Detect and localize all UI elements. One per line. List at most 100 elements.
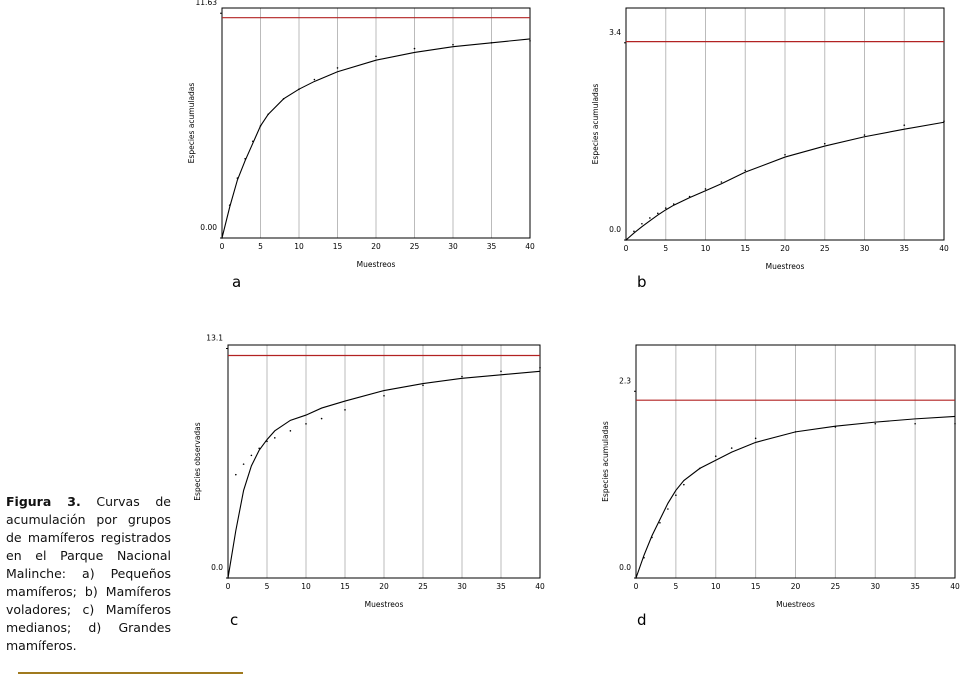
- data-point: [500, 370, 502, 373]
- x-tick-label: 20: [791, 582, 801, 591]
- x-tick-label: 25: [410, 242, 420, 251]
- data-point: [383, 395, 385, 397]
- x-tick-label: 15: [740, 244, 750, 253]
- data-point: [266, 440, 268, 443]
- data-point: [320, 417, 323, 420]
- x-tick-label: 10: [301, 582, 311, 591]
- x-tick-label: 0: [226, 582, 231, 591]
- data-point: [954, 422, 956, 425]
- panel-label: d: [637, 611, 647, 629]
- data-point: [375, 55, 377, 58]
- x-tick-label: 35: [899, 244, 909, 253]
- x-tick-label: 40: [535, 582, 545, 591]
- data-point: [539, 366, 541, 369]
- data-point: [672, 203, 675, 205]
- x-axis-label: Muestreos: [766, 262, 805, 271]
- x-tick-label: 5: [663, 244, 668, 253]
- x-tick-label: 30: [860, 244, 870, 253]
- data-point: [675, 494, 677, 496]
- plot-frame: [221, 7, 531, 239]
- x-axis-label: Muestreos: [776, 600, 815, 609]
- x-tick-label: 0: [634, 582, 639, 591]
- data-point: [714, 455, 717, 458]
- data-point: [659, 521, 661, 524]
- y-tick-label: 3.4: [609, 28, 621, 37]
- data-point: [274, 437, 276, 439]
- fit-curve: [227, 370, 541, 579]
- data-point: [258, 447, 261, 450]
- data-point: [422, 384, 424, 387]
- y-axis-label: Especies acumuladas: [187, 83, 196, 164]
- data-point: [649, 217, 651, 219]
- y-tick-label: 0.0: [211, 563, 223, 572]
- x-tick-label: 35: [496, 582, 506, 591]
- data-point: [244, 157, 246, 160]
- data-point: [227, 577, 229, 579]
- data-point: [635, 577, 637, 579]
- x-tick-label: 20: [379, 582, 389, 591]
- panel-label: b: [637, 273, 647, 291]
- x-tick-label: 10: [711, 582, 721, 591]
- data-point: [305, 423, 307, 425]
- data-point: [730, 447, 733, 449]
- data-point: [235, 473, 237, 476]
- data-point: [252, 140, 254, 143]
- fit-curve: [221, 38, 531, 239]
- x-tick-label: 30: [457, 582, 467, 591]
- plot-frame: [227, 344, 541, 579]
- data-point: [683, 483, 685, 486]
- data-point: [754, 437, 757, 440]
- x-tick-label: 35: [910, 582, 920, 591]
- x-tick-label: 20: [371, 242, 381, 251]
- caption-label: Figura 3.: [6, 494, 81, 509]
- data-point: [688, 195, 691, 198]
- data-point: [834, 426, 837, 428]
- data-point: [452, 43, 454, 46]
- data-point: [250, 454, 253, 457]
- data-point: [313, 78, 316, 81]
- data-point: [259, 125, 262, 127]
- data-point: [282, 98, 285, 100]
- data-point: [298, 88, 300, 90]
- y-tick-label: 13.1: [206, 334, 223, 343]
- data-point: [529, 40, 531, 42]
- data-point: [874, 422, 877, 425]
- x-tick-label: 25: [831, 582, 841, 591]
- x-tick-label: 5: [673, 582, 678, 591]
- x-tick-label: 0: [220, 242, 225, 251]
- x-tick-label: 30: [870, 582, 880, 591]
- data-point: [633, 230, 635, 233]
- data-point: [641, 222, 643, 225]
- data-point: [651, 536, 653, 539]
- data-point: [625, 239, 627, 241]
- x-axis-label: Muestreos: [357, 260, 396, 269]
- x-tick-label: 15: [751, 582, 761, 591]
- x-tick-label: 40: [950, 582, 960, 591]
- x-tick-label: 40: [939, 244, 949, 253]
- data-point: [267, 113, 270, 116]
- x-tick-label: 20: [780, 244, 790, 253]
- x-tick-label: 10: [294, 242, 304, 251]
- data-point: [863, 134, 866, 136]
- x-tick-label: 10: [701, 244, 711, 253]
- x-tick-label: 25: [418, 582, 428, 591]
- data-point: [699, 467, 701, 470]
- data-point: [823, 142, 826, 145]
- data-point: [657, 212, 659, 215]
- data-point: [242, 463, 245, 465]
- y-axis-label: Especies acumuladas: [591, 84, 600, 165]
- data-point: [413, 47, 416, 50]
- y-axis-label: Especies observadas: [193, 422, 202, 500]
- data-point: [704, 188, 707, 190]
- y-tick-label: 11.63: [196, 0, 218, 7]
- data-point: [336, 67, 339, 69]
- x-tick-label: 35: [487, 242, 497, 251]
- data-point: [289, 430, 292, 432]
- data-point: [221, 237, 223, 239]
- x-tick-label: 30: [448, 242, 458, 251]
- data-point: [664, 207, 667, 209]
- x-tick-label: 40: [525, 242, 535, 251]
- x-tick-label: 25: [820, 244, 830, 253]
- data-point: [943, 120, 945, 122]
